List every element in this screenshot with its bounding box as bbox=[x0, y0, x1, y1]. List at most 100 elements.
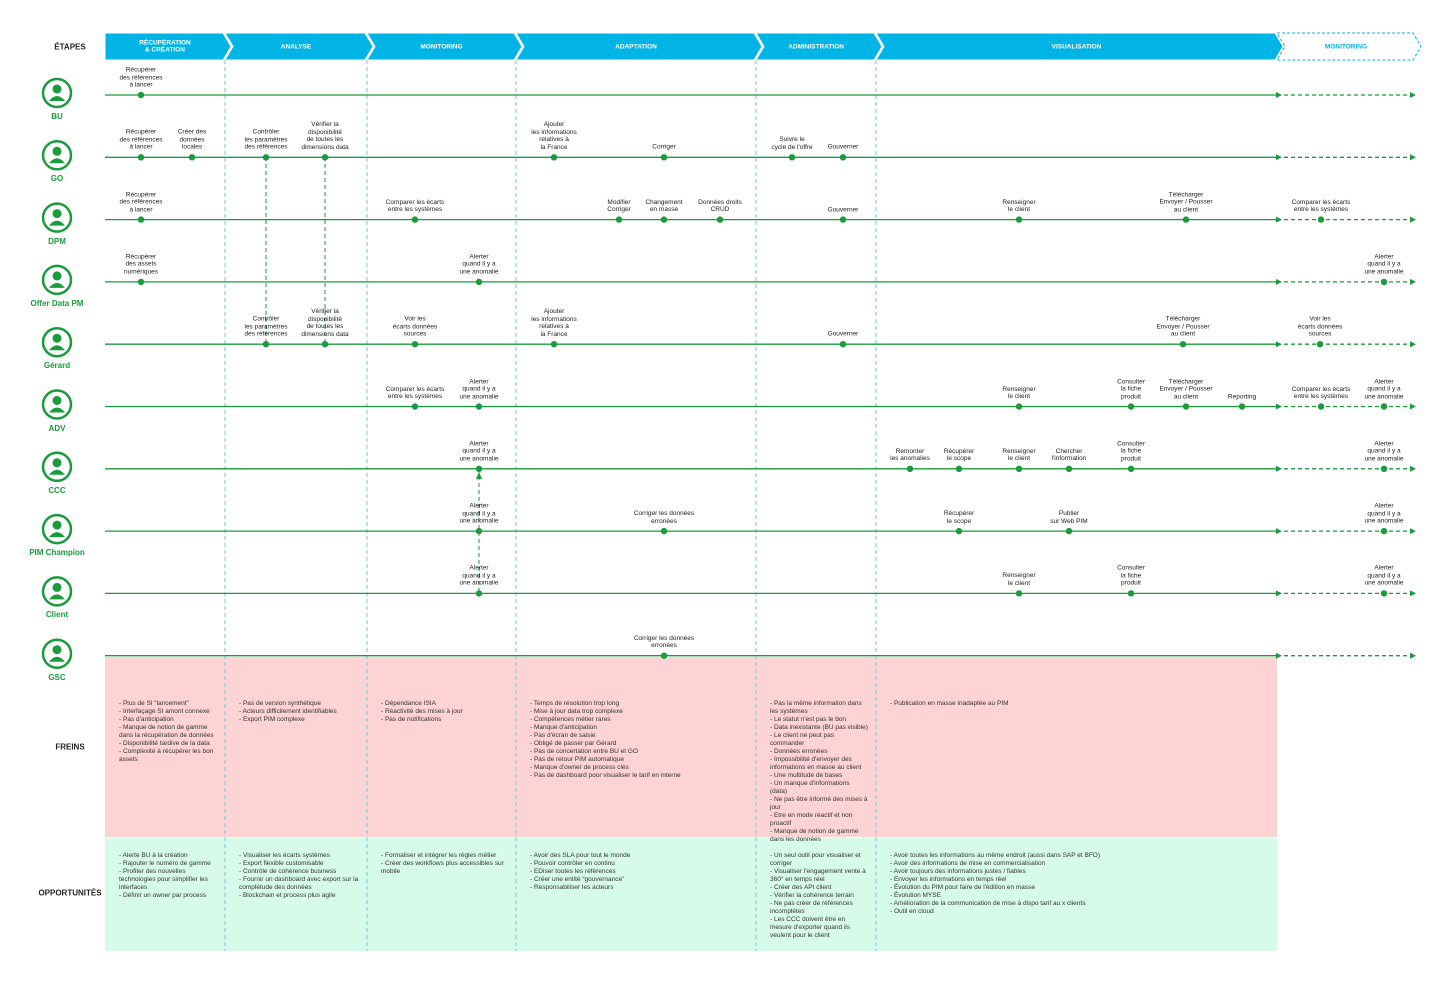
lane-arrow bbox=[1276, 216, 1282, 223]
actor-body bbox=[49, 345, 65, 351]
step-dot bbox=[1015, 403, 1023, 410]
step-dot bbox=[475, 527, 483, 535]
actor-head bbox=[52, 582, 62, 592]
list-item: - Pas de retour PIM automatique bbox=[530, 756, 624, 763]
actor-head bbox=[52, 520, 62, 530]
step-dot bbox=[188, 154, 196, 161]
list-item: - Données erronées bbox=[770, 748, 828, 755]
step-dot bbox=[475, 278, 483, 286]
step-dot bbox=[137, 278, 145, 286]
step-label: Alerter quand il y a une anomalie bbox=[459, 378, 499, 400]
list-item: - Profiter des nouvelles technologies po… bbox=[119, 868, 208, 891]
list-item: - Pas de concertation entre BU et GO bbox=[530, 748, 639, 755]
step-dot bbox=[475, 590, 483, 597]
list-item: - Pas la même information dans les systè… bbox=[770, 700, 862, 715]
step-dot bbox=[839, 341, 847, 348]
list-item: - Avoir toutes les informations au même … bbox=[890, 852, 1101, 859]
step-dot bbox=[788, 154, 796, 161]
lane-arrow bbox=[1410, 278, 1416, 285]
list-item: - Les CCC doivent être en mesure d'expor… bbox=[770, 916, 851, 939]
step-label: Comparer les écarts entre les systèmes bbox=[385, 198, 445, 214]
lane-arrow bbox=[1276, 154, 1282, 161]
step-label: Contrôler les paramètres des références bbox=[244, 315, 288, 338]
stage-label: ADAPTATION bbox=[615, 42, 657, 50]
actor-icon bbox=[41, 513, 73, 545]
step-label: Vérifier la disponibilité de toutes les … bbox=[301, 308, 349, 338]
lane-arrow bbox=[1410, 92, 1416, 98]
list-item: - Ne pas être informé des mises à jour bbox=[770, 796, 868, 811]
list-item: - Le client ne peut pas commander bbox=[770, 732, 834, 747]
freins-column: - Pas de version synthétique - Acteurs di… bbox=[239, 700, 359, 724]
opportunites-column: - Un seul outil pour visualiser et corri… bbox=[770, 852, 868, 940]
step-dot bbox=[1015, 590, 1023, 597]
step-label: Suivre le cycle de l'offre bbox=[771, 136, 813, 151]
lane-arrow bbox=[1276, 590, 1282, 597]
step-label: Corriger les données erronées bbox=[633, 634, 695, 650]
actor-name: Offer Data PM bbox=[30, 298, 84, 308]
step-dot bbox=[1317, 403, 1325, 410]
list-item: - Envoyer les informations en temps réel bbox=[890, 876, 1007, 883]
step-dot bbox=[1127, 403, 1135, 410]
lane-arrow bbox=[1276, 92, 1282, 98]
list-item: - Pas d'anticipation bbox=[119, 716, 174, 723]
step-label: Voir les écarts données sources bbox=[1297, 315, 1343, 338]
list-item: - Export PIM complexe bbox=[239, 716, 305, 723]
freins-column: - Plus de SI “lancement” - Interfaçage SI… bbox=[119, 700, 217, 764]
actor-body bbox=[49, 407, 65, 413]
lane-arrow bbox=[1410, 154, 1416, 161]
lane-arrow bbox=[1276, 341, 1282, 348]
list-item: - Publication en masse inadaptée au PIM bbox=[890, 700, 1009, 707]
step-dot bbox=[137, 91, 145, 99]
list-item: - Blockchain et process plus agile bbox=[239, 892, 336, 899]
list-item: - Amélioration de la communication de mi… bbox=[890, 900, 1086, 907]
opportunites-bg bbox=[105, 838, 1277, 951]
connector-arrow bbox=[476, 472, 482, 479]
lane-arrow bbox=[1410, 528, 1416, 535]
list-item: - Ne pas créer de références incomplètes bbox=[770, 900, 853, 915]
stage-chevron bbox=[104, 32, 232, 61]
list-item: - Interfaçage SI amont connexe bbox=[119, 708, 210, 715]
step-dot bbox=[839, 154, 847, 161]
step-label: Voir les écarts données sources bbox=[392, 315, 438, 338]
step-dot bbox=[660, 652, 668, 659]
list-item: - Manque de notion de gamme dans la récu… bbox=[119, 724, 214, 739]
step-label: Corriger bbox=[652, 143, 676, 151]
step-dot bbox=[955, 465, 963, 472]
list-item: - Rajouter le numéro de gamme bbox=[119, 860, 211, 867]
actor-head bbox=[52, 84, 62, 94]
step-dot bbox=[716, 216, 724, 223]
step-label: Modifier Corriger bbox=[607, 198, 631, 214]
step-dot bbox=[1238, 403, 1246, 410]
list-item: - Visualiser les écarts systèmes bbox=[239, 852, 330, 859]
list-item: - Pouvoir contrôler en continu bbox=[530, 860, 615, 867]
list-item: - Pas de dashboard pour visualiser le ta… bbox=[530, 772, 681, 779]
step-dot bbox=[1182, 403, 1190, 410]
step-dot bbox=[1065, 527, 1073, 535]
step-label: Récupérer le scope bbox=[943, 510, 975, 525]
stage-chevron bbox=[224, 32, 374, 61]
list-item: - Le statut n'est pas le bon bbox=[770, 716, 847, 723]
lane-arrow bbox=[1410, 590, 1416, 597]
step-label: Publier sur Web PIM bbox=[1050, 510, 1088, 525]
step-label: Ajouter les informations relatives à la … bbox=[531, 121, 577, 151]
step-dot bbox=[1380, 590, 1388, 597]
step-label: Renseigner le client bbox=[1002, 572, 1036, 587]
step-dot bbox=[1317, 216, 1325, 223]
lane-arrow bbox=[1410, 216, 1416, 223]
list-item: - Un manque d'informations (data) bbox=[770, 780, 850, 795]
lane-arrow bbox=[1276, 652, 1282, 659]
step-dot bbox=[1182, 216, 1190, 223]
step-label: Consulter la fiche produit bbox=[1117, 378, 1145, 400]
step-label: Consulter la fiche produit bbox=[1117, 564, 1145, 587]
actor-name: GO bbox=[50, 174, 64, 184]
actor-body bbox=[49, 656, 65, 662]
actor-icon bbox=[41, 638, 73, 669]
actor-icon bbox=[41, 264, 73, 296]
actor-head bbox=[52, 333, 62, 343]
step-label: Télécharger Envoyer / Pousser au client bbox=[1159, 191, 1213, 214]
stage-chevron bbox=[366, 32, 523, 61]
step-dot bbox=[839, 216, 847, 223]
list-item: - Manque d'owner de process clés bbox=[530, 764, 629, 771]
actor-body bbox=[49, 594, 65, 600]
